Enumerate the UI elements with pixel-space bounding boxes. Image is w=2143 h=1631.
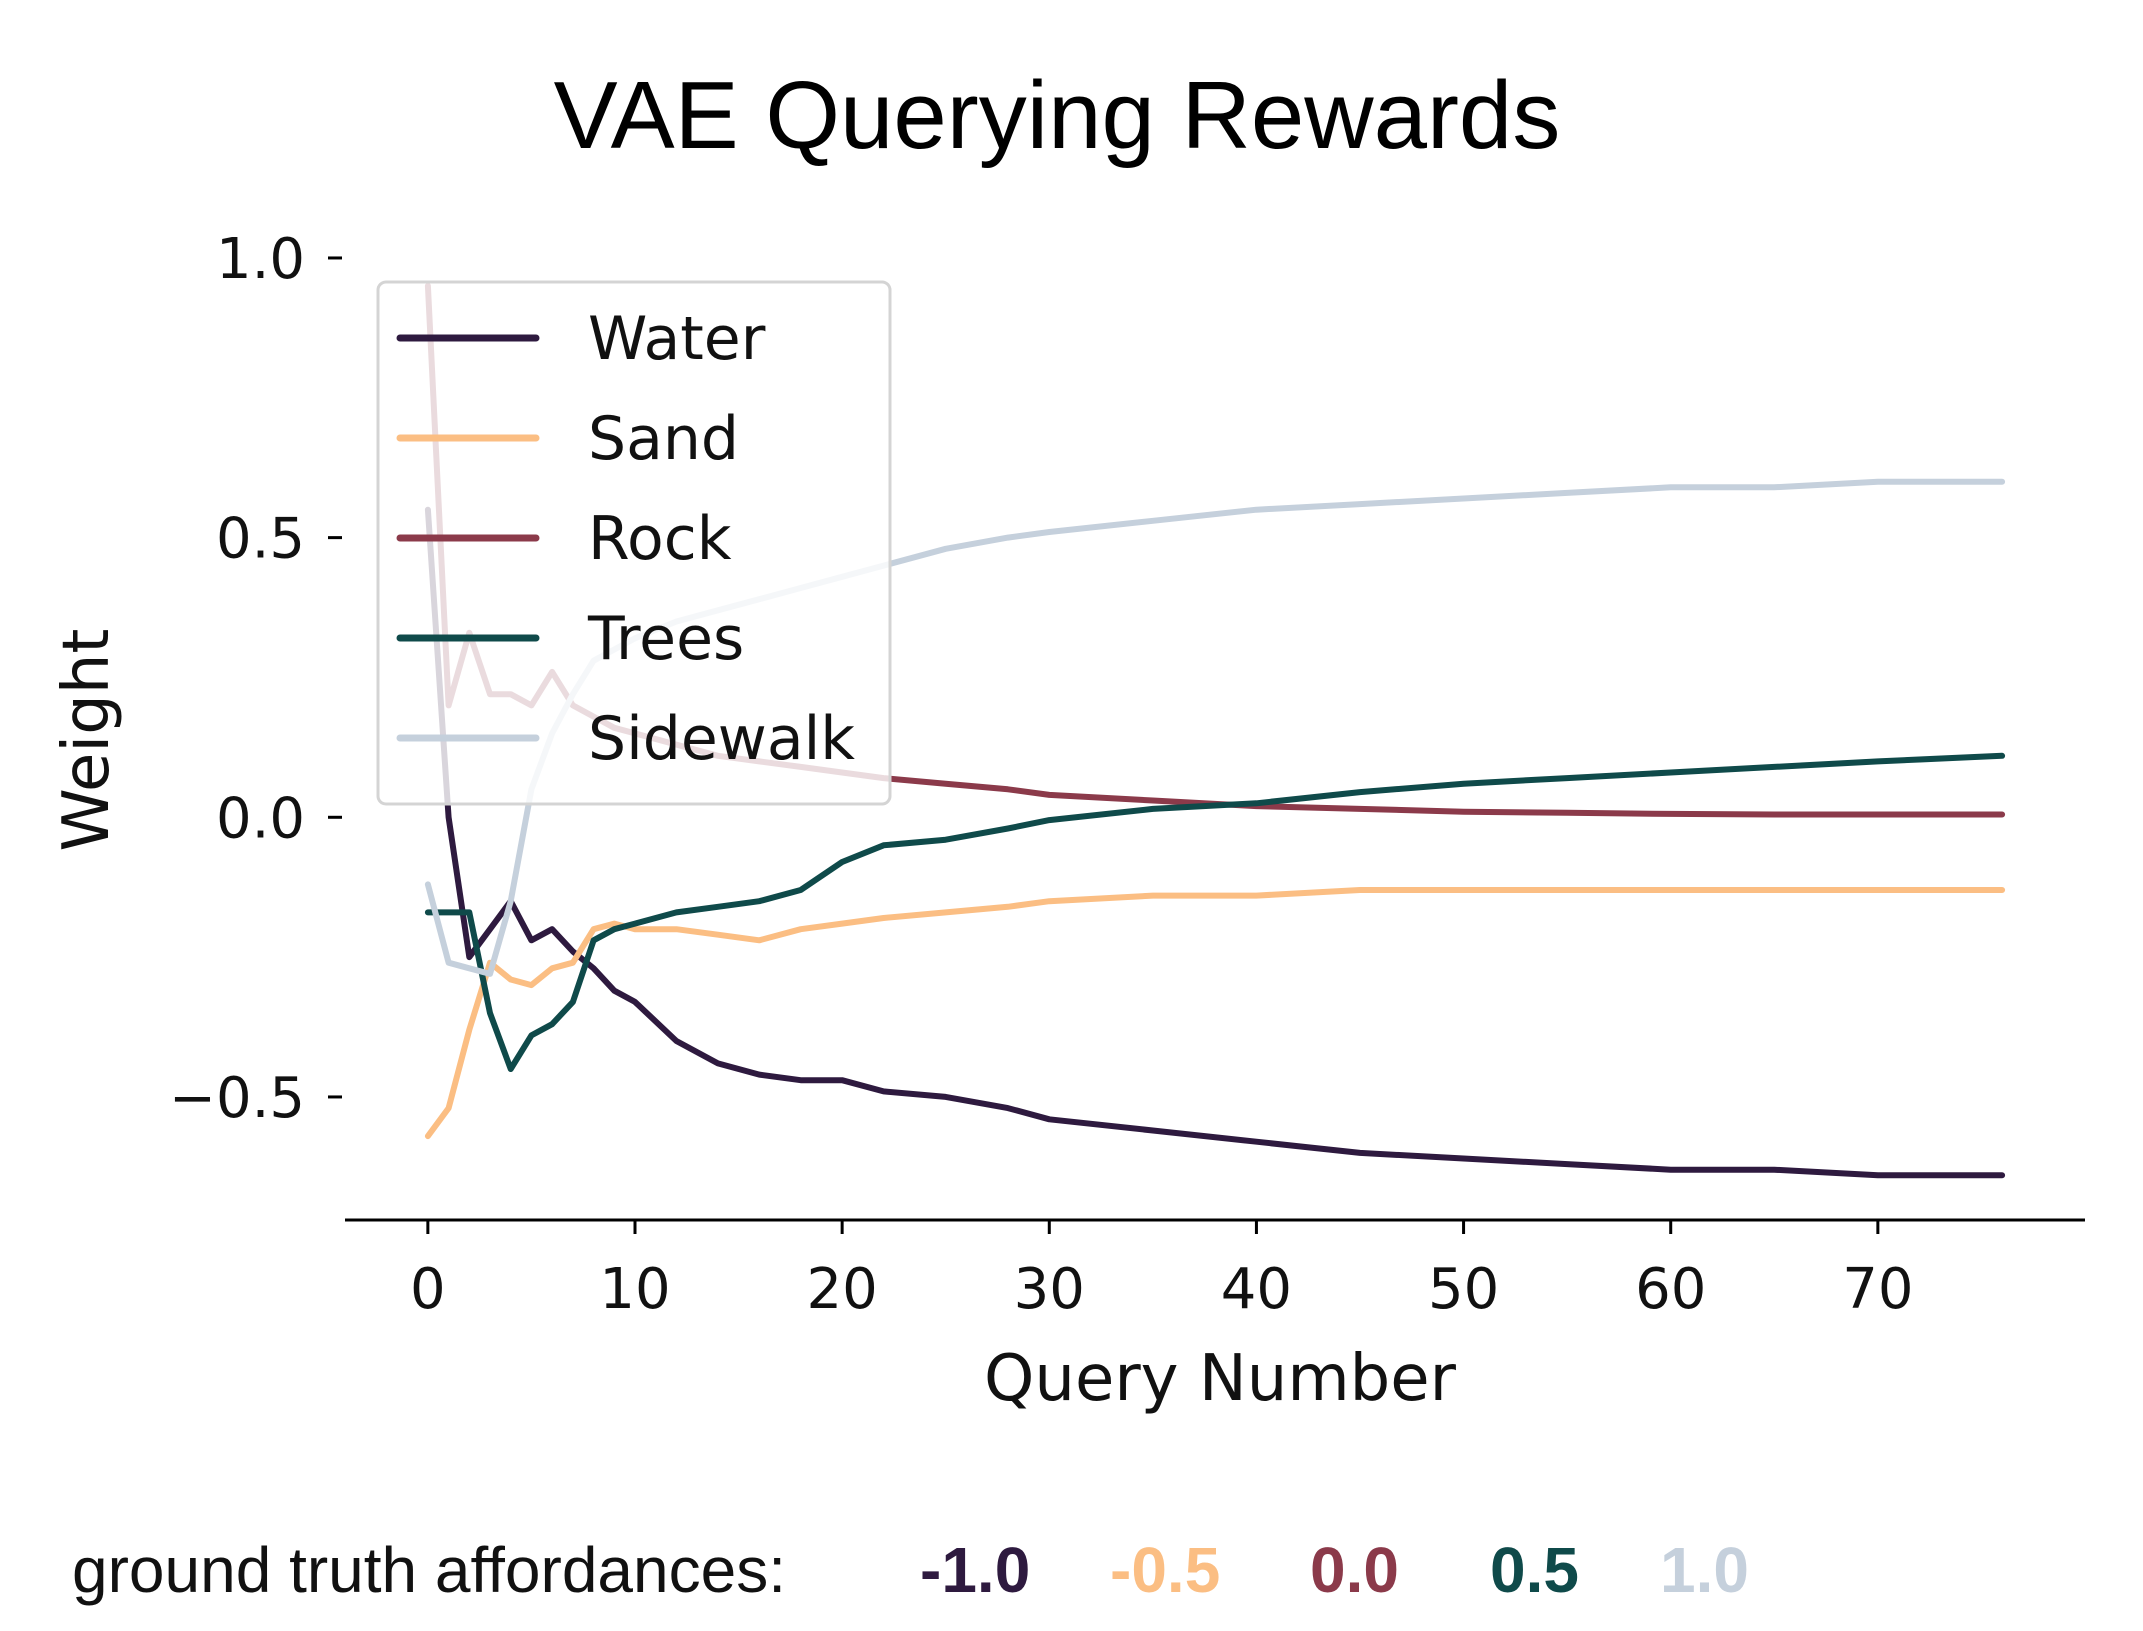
footer-value: 0.0 [1310, 1534, 1399, 1606]
y-tick-label: 0.0 [216, 786, 305, 851]
x-tick-label: 10 [599, 1257, 670, 1322]
x-tick-label: 70 [1842, 1257, 1913, 1322]
footer-value: 0.5 [1490, 1534, 1579, 1606]
x-tick-label: 30 [1014, 1257, 1085, 1322]
footer-value: 1.0 [1660, 1534, 1749, 1606]
series-line-sand [424, 887, 2006, 1140]
chart-title: VAE Querying Rewards [554, 62, 1561, 169]
legend-label-water: Water [588, 304, 766, 374]
legend-box [376, 280, 892, 806]
series-line-water [424, 506, 2006, 1179]
y-axis-label: Weight [50, 629, 124, 852]
series-line-trees [424, 752, 2006, 1072]
footer-value: -0.5 [1110, 1534, 1220, 1606]
x-tick-label: 60 [1635, 1257, 1706, 1322]
footer-value: -1.0 [920, 1534, 1030, 1606]
footer-label: ground truth affordances: [72, 1534, 786, 1606]
legend-label-rock: Rock [588, 504, 732, 574]
y-tick-label: 1.0 [216, 227, 305, 292]
x-axis-label: Query Number [984, 1342, 1457, 1416]
ground-truth-footer: ground truth affordances: -1.0 -0.5 0.0 0.5… [72, 1534, 1749, 1606]
y-tick-label: −0.5 [169, 1066, 305, 1131]
legend: Water Sand Rock Trees Sidewalk [376, 280, 892, 806]
legend-label-trees: Trees [587, 604, 744, 674]
x-tick-label: 0 [410, 1257, 446, 1322]
x-axis: 0 10 20 30 40 50 60 70 [345, 1218, 2085, 1322]
x-tick-label: 50 [1428, 1257, 1499, 1322]
y-tick-label: 0.5 [216, 507, 305, 572]
legend-label-sidewalk: Sidewalk [588, 704, 855, 774]
y-axis: 1.0 0.5 0.0 −0.5 [169, 227, 342, 1131]
legend-label-sand: Sand [588, 404, 739, 474]
x-tick-label: 20 [807, 1257, 878, 1322]
x-tick-label: 40 [1221, 1257, 1292, 1322]
